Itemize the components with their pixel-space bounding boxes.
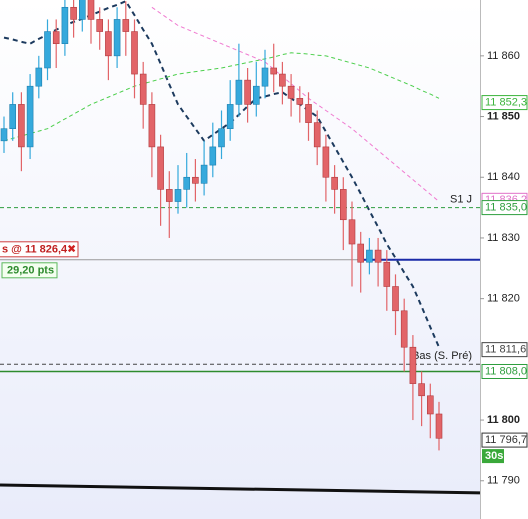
candle-body xyxy=(305,104,312,123)
price-tag-label: 11 808,0 xyxy=(485,365,527,377)
level-label: S1 J xyxy=(450,194,472,206)
candle-body xyxy=(374,249,382,263)
price-tag xyxy=(481,432,528,448)
candle-body xyxy=(279,73,286,87)
candle-body xyxy=(0,128,8,142)
order-box xyxy=(0,241,79,258)
candle-body xyxy=(348,219,356,245)
candle-body xyxy=(52,31,60,45)
candle-body xyxy=(435,413,443,439)
y-tick-label: 11 820 xyxy=(487,293,520,305)
candle-body xyxy=(70,6,77,20)
candle-body xyxy=(192,176,199,184)
price-tag-label: 11 796,7 xyxy=(485,434,527,446)
countdown-box xyxy=(482,449,504,464)
order-close[interactable]: ✖ xyxy=(67,244,76,256)
candle-body xyxy=(253,85,260,105)
indicator-line xyxy=(3,52,440,142)
y-tick-label: 11 830 xyxy=(487,232,520,244)
candle-body xyxy=(331,176,338,190)
candle-body xyxy=(400,310,408,348)
y-tick-label: 11 790 xyxy=(487,475,520,487)
candle-body xyxy=(35,67,43,87)
candle-body xyxy=(200,164,208,184)
candle-body xyxy=(322,146,330,178)
price-tag xyxy=(481,200,528,216)
candle-body xyxy=(226,104,234,129)
y-tick-label: 11 860 xyxy=(487,50,520,62)
trendline xyxy=(0,483,481,495)
y-tick-label: 11 850 xyxy=(487,110,520,122)
candle-body xyxy=(139,73,147,105)
candle-body xyxy=(209,146,217,166)
candle-body xyxy=(218,128,225,148)
candle-body xyxy=(18,104,25,148)
candle-body xyxy=(339,189,347,221)
level-label: Bas (S. Pré) xyxy=(412,350,472,362)
candle-body xyxy=(366,249,373,263)
price-tag xyxy=(481,342,528,358)
y-tick-label: 11 840 xyxy=(487,171,520,183)
candle-body xyxy=(235,79,243,105)
candle-body xyxy=(166,189,173,202)
price-axis xyxy=(480,0,528,519)
order-label: s @ 11 826,4 xyxy=(2,244,68,256)
pnl-label: 29,20 pts xyxy=(7,265,54,277)
candle-body xyxy=(261,67,269,87)
price-tag-label: 11 852,3 xyxy=(485,96,527,108)
candle-body xyxy=(26,85,34,148)
price-tag xyxy=(481,95,528,111)
candle-body xyxy=(87,0,95,20)
candle-body xyxy=(244,79,251,105)
candle-body xyxy=(174,189,182,202)
candle-body xyxy=(418,383,425,397)
y-tick-label: 11 800 xyxy=(487,414,520,426)
candle-body xyxy=(157,146,164,190)
candle-body xyxy=(61,6,69,45)
candle-body xyxy=(96,19,103,32)
candle-body xyxy=(105,31,112,57)
candle-body xyxy=(131,31,138,75)
candle-body xyxy=(313,122,321,148)
candle-body xyxy=(392,286,399,312)
price-tag xyxy=(481,363,528,379)
candle-body xyxy=(426,395,434,415)
candle-body xyxy=(183,176,190,190)
candle-body xyxy=(383,261,391,287)
candle-body xyxy=(113,19,121,57)
candle-body xyxy=(357,243,365,263)
countdown: 30s xyxy=(485,450,503,462)
candle-body xyxy=(296,98,304,105)
pnl-box xyxy=(1,262,58,279)
price-tag-label: 11 811,6 xyxy=(485,344,526,356)
candle-body xyxy=(409,346,417,384)
candle-body xyxy=(148,104,156,148)
candle-body xyxy=(44,31,51,69)
candle-body xyxy=(287,85,295,99)
candle-body xyxy=(79,0,86,20)
candle-body xyxy=(9,104,16,129)
price-tag-label: 11 835,0 xyxy=(485,202,527,214)
candle-body xyxy=(122,19,130,32)
candle-body xyxy=(270,67,278,75)
